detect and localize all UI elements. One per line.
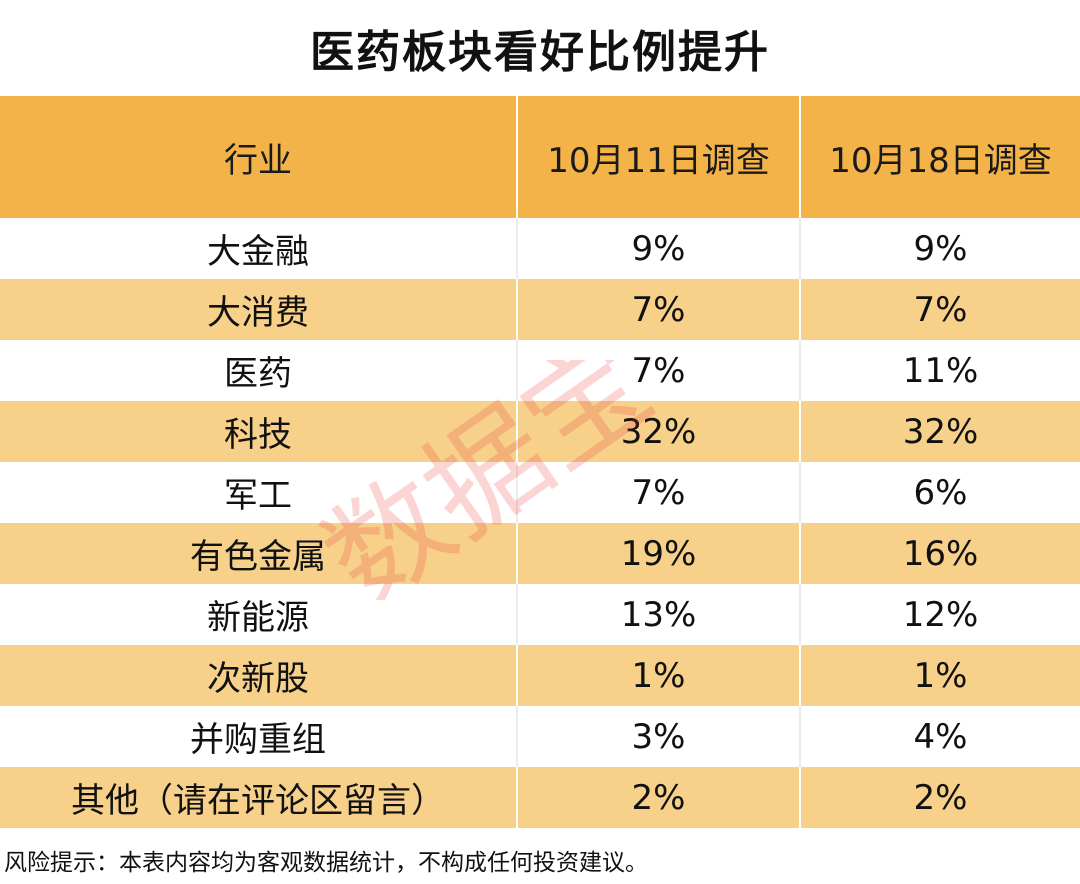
cell-oct18-value: 32% bbox=[902, 411, 979, 452]
cell-oct18-value: 9% bbox=[913, 228, 968, 269]
table-row: 医药 7% 11% bbox=[0, 340, 1080, 401]
column-header-oct11: 10月11日调查 bbox=[517, 96, 801, 218]
cell-oct11-value: 3% bbox=[517, 706, 801, 767]
table-body: 大金融 9% 9% 大消费 7% 7% 医药 7% 11% 科技 32% 32% 军工 7% 6% 有色金属 1… bbox=[0, 218, 1080, 828]
table-row: 新能源 13% 12% bbox=[0, 584, 1080, 645]
cell-industry: 有色金属 bbox=[0, 523, 518, 584]
column-header-oct18: 10月18日调查 bbox=[829, 140, 1052, 181]
cell-industry: 次新股 bbox=[0, 645, 518, 706]
survey-table: 行业 10月11日调查 10月18日调查 大金融 9% 9% 大消费 7% 7% 医药 7% 1… bbox=[0, 96, 1080, 828]
cell-industry: 医药 bbox=[0, 340, 518, 401]
table-row: 有色金属 19% 16% bbox=[0, 523, 1080, 584]
cell-oct11-value: 7% bbox=[517, 279, 801, 340]
cell-oct11-value: 1% bbox=[517, 645, 801, 706]
cell-industry: 其他（请在评论区留言） bbox=[0, 767, 518, 828]
column-header-industry: 行业 bbox=[0, 96, 518, 218]
cell-oct11-value: 7% bbox=[517, 340, 801, 401]
cell-oct11-value: 19% bbox=[517, 523, 801, 584]
cell-oct11-value: 9% bbox=[517, 218, 801, 279]
table-row: 大金融 9% 9% bbox=[0, 218, 1080, 279]
table-row: 次新股 1% 1% bbox=[0, 645, 1080, 706]
table-row: 大消费 7% 7% bbox=[0, 279, 1080, 340]
cell-oct11-value: 32% bbox=[517, 401, 801, 462]
cell-industry: 新能源 bbox=[0, 584, 518, 645]
table-header-row: 行业 10月11日调查 10月18日调查 bbox=[0, 96, 1080, 218]
table-row: 科技 32% 32% bbox=[0, 401, 1080, 462]
cell-oct18-value: 2% bbox=[913, 777, 968, 818]
table-row: 并购重组 3% 4% bbox=[0, 706, 1080, 767]
table-row: 军工 7% 6% bbox=[0, 462, 1080, 523]
cell-oct11-value: 7% bbox=[517, 462, 801, 523]
cell-oct11-value: 2% bbox=[517, 767, 801, 828]
cell-industry: 大消费 bbox=[0, 279, 518, 340]
table-row: 其他（请在评论区留言） 2% 2% bbox=[0, 767, 1080, 828]
risk-disclaimer: 风险提示：本表内容均为客观数据统计，不构成任何投资建议。 bbox=[4, 850, 648, 876]
cell-oct18-value: 16% bbox=[902, 533, 979, 574]
cell-oct11-value: 13% bbox=[517, 584, 801, 645]
cell-industry: 科技 bbox=[0, 401, 518, 462]
cell-industry: 并购重组 bbox=[0, 706, 518, 767]
cell-industry: 军工 bbox=[0, 462, 518, 523]
chart-title: 医药板块看好比例提升 bbox=[310, 27, 770, 78]
cell-oct18-value: 1% bbox=[913, 655, 968, 696]
cell-oct18-value: 4% bbox=[913, 716, 968, 757]
cell-oct18-value: 11% bbox=[902, 350, 979, 391]
cell-oct18-value: 7% bbox=[913, 289, 968, 330]
cell-oct18-value: 6% bbox=[913, 472, 968, 513]
cell-industry: 大金融 bbox=[0, 218, 518, 279]
cell-oct18-value: 12% bbox=[902, 594, 979, 635]
